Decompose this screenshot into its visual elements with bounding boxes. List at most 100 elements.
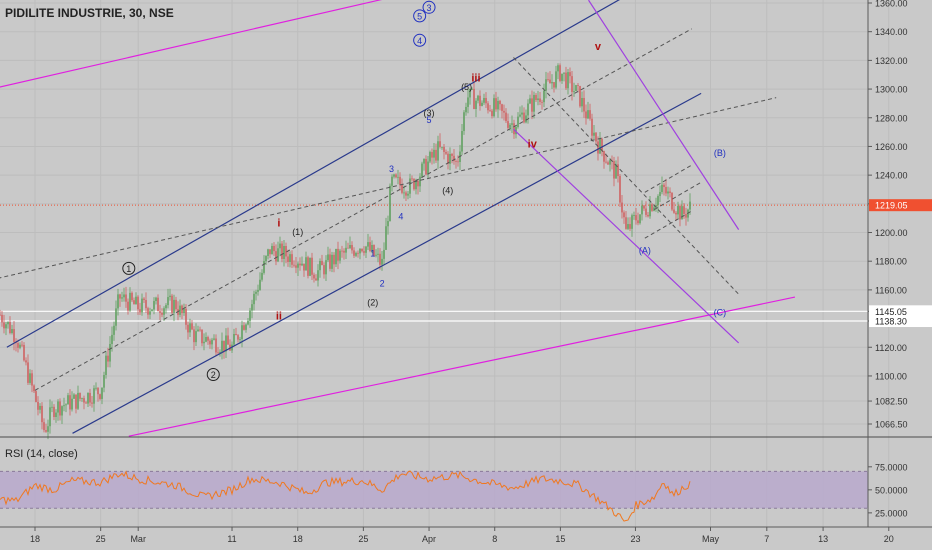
candle-body <box>569 72 571 77</box>
candle <box>585 104 587 125</box>
candle-body <box>547 79 549 81</box>
candle <box>19 342 21 350</box>
candle <box>361 248 363 253</box>
candle-body <box>93 388 95 404</box>
time-tick-label: 15 <box>555 534 565 544</box>
candle <box>151 309 153 312</box>
candle-body <box>307 257 309 276</box>
candle-body <box>591 118 593 136</box>
wave-label-circle <box>122 261 136 275</box>
candle <box>663 182 665 196</box>
candle <box>417 179 419 195</box>
candle <box>221 332 223 360</box>
candle-body <box>83 398 85 403</box>
candle <box>89 388 91 407</box>
small-channel-mid-trendline[interactable] <box>653 181 702 210</box>
candle-body <box>243 325 245 330</box>
candle <box>625 210 627 230</box>
candle-body <box>59 401 61 416</box>
candle-body <box>205 337 207 342</box>
rsi-axis[interactable]: 75.0000 50.0000 25.0000 <box>868 462 908 518</box>
candle <box>677 201 679 219</box>
candle-body <box>417 181 419 187</box>
candle-body <box>343 250 345 253</box>
candle <box>475 98 477 118</box>
candle <box>667 186 669 200</box>
candle-body <box>445 151 447 154</box>
small-channel-upper-trendline[interactable] <box>644 164 692 193</box>
long-dashed-trendline[interactable] <box>0 97 777 279</box>
candle-body <box>157 297 159 312</box>
magenta-upper-trendline[interactable] <box>0 0 392 88</box>
candle <box>445 149 447 156</box>
candle <box>387 215 389 235</box>
candle-body <box>87 392 89 404</box>
magenta-lower-trendline[interactable] <box>128 296 796 437</box>
candle <box>639 214 641 225</box>
candle-body <box>109 343 111 362</box>
candle <box>123 287 125 302</box>
candle <box>227 327 229 345</box>
candle <box>503 104 505 121</box>
time-tick-label: 8 <box>492 534 497 544</box>
candle <box>299 257 301 271</box>
candle-body <box>353 250 355 256</box>
candle-body <box>209 340 211 345</box>
candle-body <box>659 192 661 197</box>
candle <box>501 103 503 119</box>
candle <box>359 248 361 260</box>
candle-body <box>329 254 331 269</box>
candle-body <box>135 296 137 305</box>
candle-body <box>465 106 467 113</box>
candle-body <box>9 321 11 333</box>
candle-body <box>601 138 603 152</box>
candle-body <box>463 112 465 132</box>
violet-mid-trendline[interactable] <box>513 57 740 295</box>
candle-body <box>223 340 225 352</box>
candle <box>103 371 105 393</box>
channel-upper-trendline[interactable] <box>6 0 626 348</box>
wave-label: 4 <box>413 33 427 47</box>
candle <box>245 323 247 333</box>
candle-body <box>65 404 67 406</box>
price-tick-label: 1180.00 <box>875 257 907 267</box>
candle <box>157 294 159 312</box>
wave-label: 3 <box>389 164 394 174</box>
violet-upper-trendline[interactable] <box>588 0 740 230</box>
candle <box>85 401 87 404</box>
candle <box>507 113 509 130</box>
channel-lower-trendline[interactable] <box>72 92 702 434</box>
candle-body <box>117 294 119 309</box>
candle-body <box>331 254 333 269</box>
violet-lower-trendline[interactable] <box>513 128 740 344</box>
wave-label: 5 <box>413 9 427 23</box>
candle <box>303 263 305 277</box>
candle <box>369 236 371 253</box>
small-channel-lower-trendline[interactable] <box>644 210 692 239</box>
candle-body <box>359 248 361 254</box>
candle-body <box>677 206 679 215</box>
candle <box>49 399 51 434</box>
candle-body <box>251 304 253 311</box>
candle-body <box>663 184 665 188</box>
time-axis[interactable]: 18 25 Mar 11 18 25 Apr 8 15 23 May 7 13 20 <box>30 527 894 544</box>
trendlines[interactable] <box>0 0 796 437</box>
candle-body <box>77 392 79 409</box>
wave-label: 1 <box>122 261 136 275</box>
candle <box>659 185 661 203</box>
candle <box>295 256 297 274</box>
price-axis[interactable]: 1360.00 1340.00 1320.00 1300.00 1280.00 1260.… <box>868 0 932 430</box>
candle <box>199 326 201 332</box>
candle <box>383 242 385 266</box>
candle <box>149 307 151 320</box>
rsi-pane[interactable] <box>0 470 868 522</box>
price-tick-label: 1260.00 <box>875 142 908 152</box>
candle <box>673 201 675 214</box>
candle <box>209 338 211 349</box>
candle <box>457 155 459 167</box>
channel-mid-trendline[interactable] <box>34 28 692 391</box>
candle-body <box>567 72 569 89</box>
candle-body <box>509 124 511 128</box>
candle-body <box>431 152 433 158</box>
